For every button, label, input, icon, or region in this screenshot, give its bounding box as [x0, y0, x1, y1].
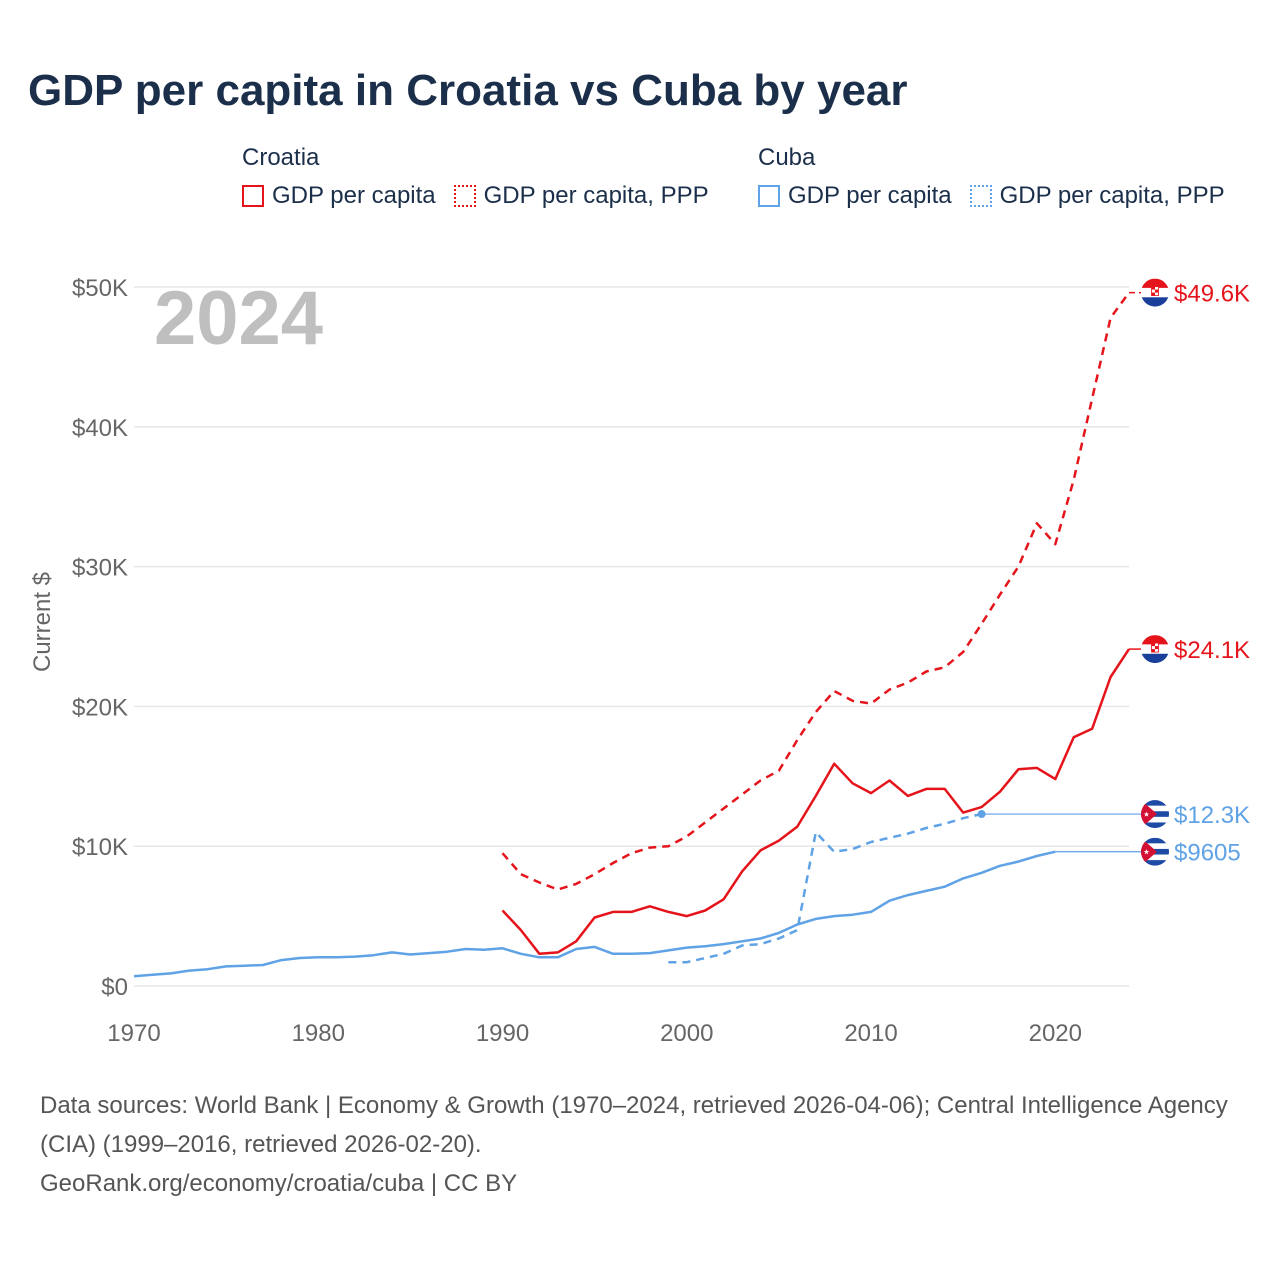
legend-swatch-dotted-icon	[453, 185, 476, 207]
y-tick-label: $0	[101, 974, 128, 1001]
legend-item-cuba-gdp-ppp[interactable]: GDP per capita, PPP	[969, 182, 1225, 210]
legend-swatch-dotted-icon	[969, 185, 992, 207]
legend-group-title-cuba: Cuba	[758, 144, 816, 171]
end-value-label: $24.1K	[1174, 637, 1250, 664]
y-tick-label: $30K	[72, 555, 128, 582]
y-axis-title: Current $	[29, 572, 56, 672]
y-tick-label: $10K	[72, 834, 128, 861]
series-line-croatia-gdp-per-capita-ppp[interactable]	[501, 291, 1131, 891]
data-source-note: Data sources: World Bank | Economy & Gro…	[40, 1086, 1250, 1203]
legend-swatch-solid-icon	[242, 185, 264, 207]
attribution-link[interactable]: GeoRank.org/economy/croatia/cuba | CC BY	[40, 1170, 518, 1197]
series-line-croatia-gdp-per-capita[interactable]	[501, 648, 1131, 956]
end-value-label: $12.3K	[1174, 802, 1250, 829]
legend-label: GDP per capita, PPP	[483, 182, 709, 209]
legend-group-croatia: Croatia GDP per capita GDP per capita, P…	[242, 144, 709, 210]
legend-label: GDP per capita, PPP	[999, 182, 1225, 209]
end-value-label: $9605	[1174, 840, 1241, 867]
legend-label: GDP per capita	[272, 182, 436, 209]
croatia-flag-icon	[1141, 635, 1169, 663]
series-line-cuba-gdp-per-capita-ppp[interactable]	[668, 812, 982, 964]
end-value-label: $49.6K	[1174, 281, 1250, 308]
legend-swatch-solid-icon	[758, 185, 780, 207]
x-tick-label: 2010	[844, 1020, 897, 1047]
y-tick-label: $50K	[72, 275, 128, 302]
chart-title: GDP per capita in Croatia vs Cuba by yea…	[28, 66, 908, 115]
x-tick-label: 2000	[660, 1020, 713, 1047]
x-tick-label: 2020	[1029, 1020, 1082, 1047]
y-tick-label: $20K	[72, 694, 128, 721]
end-point-marker	[977, 810, 986, 819]
legend-item-croatia-gdp-ppp[interactable]: GDP per capita, PPP	[453, 182, 709, 210]
y-tick-label: $40K	[72, 415, 128, 442]
cuba-flag-icon	[1141, 800, 1169, 828]
croatia-flag-icon	[1141, 279, 1169, 307]
legend-item-croatia-gdp[interactable]: GDP per capita	[242, 182, 436, 210]
legend-group-title-croatia: Croatia	[242, 144, 320, 171]
series-line-cuba-gdp-per-capita[interactable]	[133, 850, 1056, 978]
x-tick-label: 1970	[107, 1020, 160, 1047]
legend-label: GDP per capita	[788, 182, 952, 209]
legend-item-cuba-gdp[interactable]: GDP per capita	[758, 182, 952, 210]
x-tick-label: 1990	[476, 1020, 529, 1047]
cuba-flag-icon	[1141, 838, 1169, 866]
source-text: Data sources: World Bank | Economy & Gro…	[40, 1092, 1228, 1158]
legend-group-cuba: Cuba GDP per capita GDP per capita, PPP	[758, 144, 1225, 210]
year-watermark: 2024	[154, 276, 323, 361]
x-tick-label: 1980	[292, 1020, 345, 1047]
